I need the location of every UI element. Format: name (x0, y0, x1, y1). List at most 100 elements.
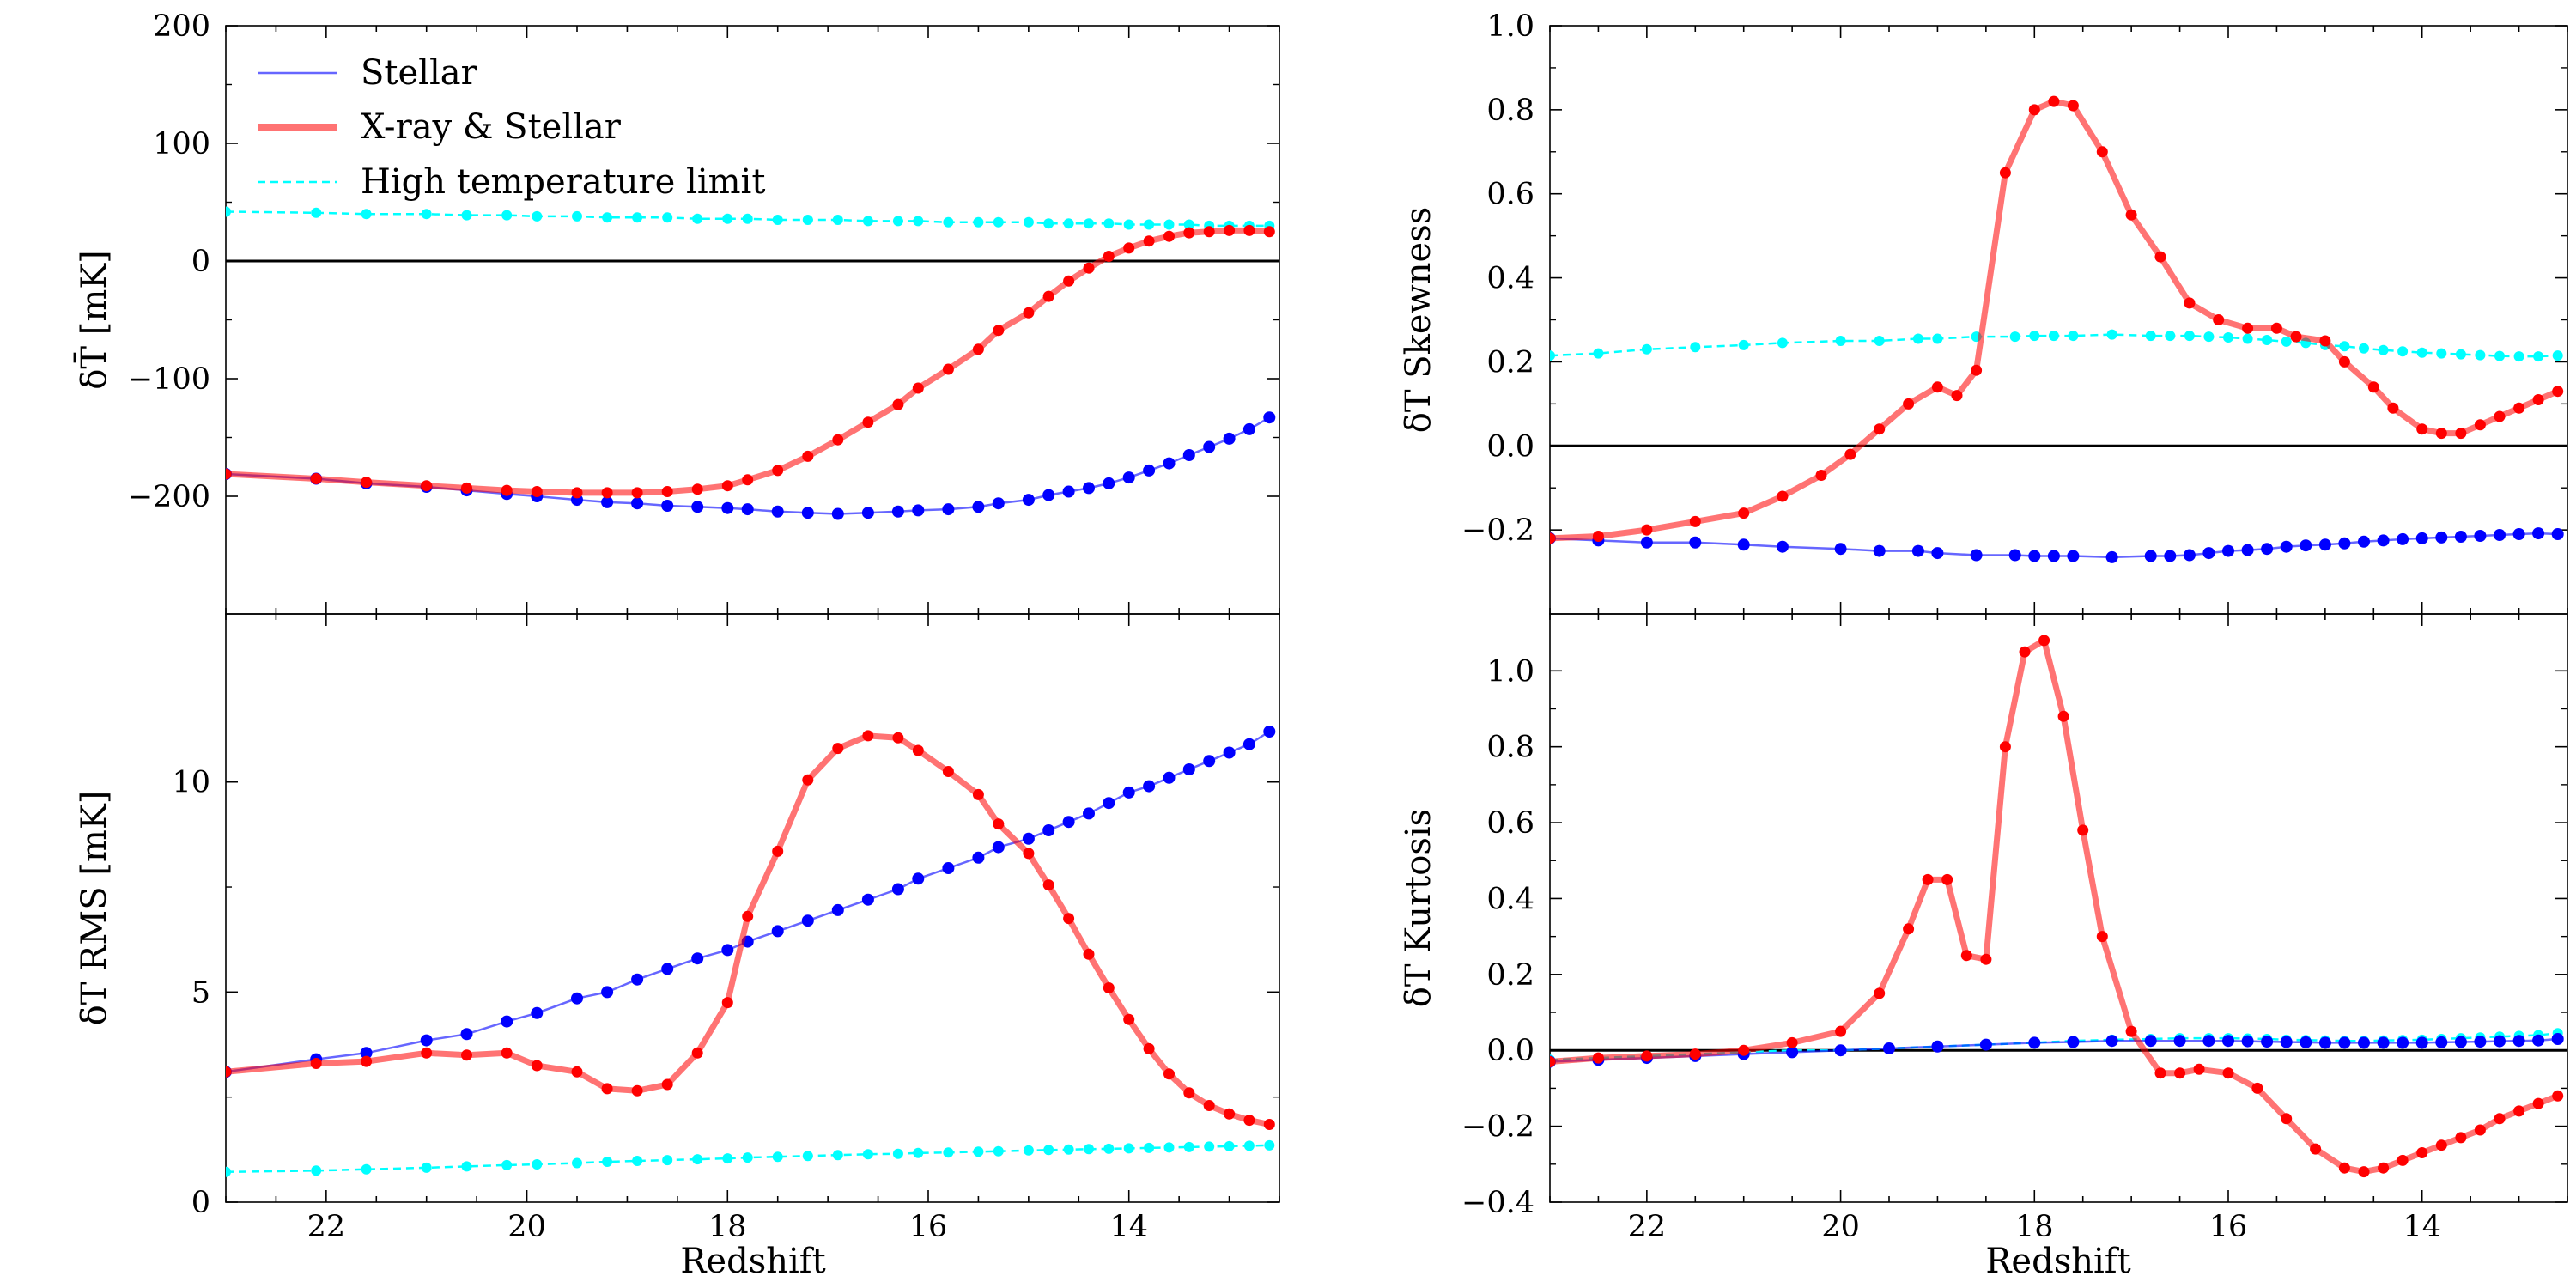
skewness-point-xray-stellar (1874, 423, 1886, 435)
rms-point-stellar (992, 841, 1005, 854)
mean-point-xray-stellar (1083, 262, 1095, 274)
mean-point-stellar (992, 497, 1005, 510)
mean-point-high-temp (802, 215, 813, 225)
rms-point-xray-stellar (1042, 879, 1054, 891)
rms-point-stellar (1083, 807, 1095, 820)
rms-point-stellar (1203, 755, 1216, 768)
mean-point-high-temp (722, 213, 733, 224)
mean-point-high-temp (361, 209, 372, 220)
kurtosis-point-xray-stellar (1980, 953, 1992, 965)
mean-point-high-temp (742, 213, 753, 224)
kurtosis-point-stellar (2318, 1036, 2331, 1049)
skewness-point-xray-stellar (2455, 428, 2467, 440)
kurtosis-point-stellar (2512, 1035, 2525, 1048)
skewness-point-xray-stellar (1777, 490, 1789, 502)
skewness-point-xray-stellar (1550, 532, 1556, 544)
skewness-point-high-temp (1874, 336, 1885, 346)
skewness-point-xray-stellar (1971, 364, 1983, 376)
skewness-point-xray-stellar (2028, 104, 2040, 116)
mean-point-xray-stellar (310, 473, 322, 484)
skewness-point-high-temp (2281, 336, 2292, 347)
skewness-point-stellar (2280, 540, 2293, 553)
mean-point-stellar (631, 497, 644, 510)
rms-point-high-temp (572, 1157, 582, 1169)
kurtosis-point-stellar (2280, 1036, 2293, 1048)
panel-skewness: 1.0 0.8 0.6 0.4 0.2 0.0 −0.2 δT Skewness (1399, 9, 2568, 615)
mean-point-xray-stellar (531, 486, 543, 497)
mean-point-high-temp (993, 216, 1004, 228)
rms-xtick-label: 18 (708, 1210, 747, 1244)
mean-point-stellar (1103, 477, 1115, 489)
skewness-point-xray-stellar (2338, 355, 2350, 368)
rms-point-xray-stellar (1063, 913, 1075, 925)
kurtosis-point-xray-stellar (2125, 1025, 2137, 1037)
skewness-point-stellar (1873, 544, 1886, 557)
skewness-point-stellar (2454, 531, 2467, 543)
kurtosis-point-stellar (2551, 1033, 2564, 1045)
mean-point-xray-stellar (601, 487, 613, 499)
rms-point-high-temp (1084, 1144, 1094, 1155)
skewness-point-xray-stellar (2416, 423, 2428, 435)
rms-point-xray-stellar (993, 818, 1005, 830)
skewness-point-high-temp (2009, 331, 2020, 343)
skewness-point-stellar (1776, 540, 1789, 553)
skewness-point-xray-stellar (2270, 322, 2282, 334)
mean-point-xray-stellar (862, 416, 874, 428)
mean-point-high-temp (1084, 218, 1094, 229)
rms-point-high-temp (1243, 1140, 1255, 1151)
skewness-point-xray-stellar (1903, 398, 1915, 410)
kurtosis-point-xray-stellar (1786, 1036, 1798, 1048)
skewness-point-high-temp (2378, 344, 2389, 355)
skewness-point-stellar (2435, 531, 2448, 544)
skewness-point-xray-stellar (2184, 297, 2196, 309)
skewness-point-high-temp (2203, 331, 2215, 343)
skewness-point-xray-stellar (1689, 515, 1701, 527)
rms-point-stellar (801, 914, 814, 927)
kurtosis-point-xray-stellar (1999, 741, 2011, 753)
kurtosis-ytick-label: 0.4 (1486, 882, 1534, 916)
kurtosis-point-xray-stellar (2251, 1082, 2263, 1094)
skewness-point-high-temp (2397, 346, 2409, 357)
mean-point-xray-stellar (772, 465, 784, 477)
rms-point-xray-stellar (1023, 848, 1035, 860)
mean-point-stellar (691, 501, 704, 513)
mean-point-xray-stellar (461, 482, 472, 494)
skewness-point-high-temp (2339, 341, 2350, 352)
rms-point-xray-stellar (1083, 948, 1095, 960)
skewness-point-high-temp (2145, 331, 2156, 342)
kurtosis-point-xray-stellar (1689, 1048, 1701, 1060)
rms-point-high-temp (772, 1151, 783, 1163)
rms-point-stellar (601, 986, 614, 999)
kurtosis-point-xray-stellar (1903, 923, 1915, 935)
mean-ytick-label: 200 (153, 9, 210, 44)
skewness-point-xray-stellar (2552, 386, 2564, 398)
kurtosis-point-xray-stellar (2338, 1162, 2350, 1174)
rms-point-high-temp (532, 1159, 543, 1170)
rms-point-stellar (861, 893, 874, 906)
mean-point-stellar (1122, 471, 1135, 484)
mean-point-xray-stellar (892, 398, 904, 410)
kurtosis-ytick-label: 0.2 (1486, 958, 1534, 993)
rms-point-high-temp (1144, 1142, 1155, 1153)
mean-point-stellar (661, 500, 674, 512)
skewness-ytick-label: 0.2 (1486, 345, 1534, 380)
rms-point-xray-stellar (1163, 1068, 1175, 1080)
skewness-point-high-temp (2436, 348, 2447, 359)
rms-point-stellar (1223, 746, 1236, 759)
kurtosis-point-stellar (2415, 1036, 2428, 1049)
mean-point-stellar (1042, 489, 1055, 501)
rms-point-xray-stellar (1183, 1087, 1195, 1099)
skewness-point-stellar (2183, 549, 2196, 562)
mean-point-xray-stellar (631, 487, 643, 499)
rms-point-stellar (1242, 738, 1255, 750)
skewness-point-high-temp (2184, 331, 2195, 342)
skewness-point-stellar (2202, 547, 2215, 560)
mean-point-high-temp (1144, 219, 1155, 230)
kurtosis-point-stellar (1931, 1040, 1944, 1053)
rms-point-stellar (1062, 816, 1075, 829)
skewness-point-high-temp (2416, 347, 2427, 358)
rms-point-high-temp (892, 1148, 903, 1159)
skewness-point-stellar (1911, 544, 1924, 557)
skewness-point-xray-stellar (1815, 470, 1827, 481)
kurtosis-point-xray-stellar (2494, 1113, 2506, 1125)
